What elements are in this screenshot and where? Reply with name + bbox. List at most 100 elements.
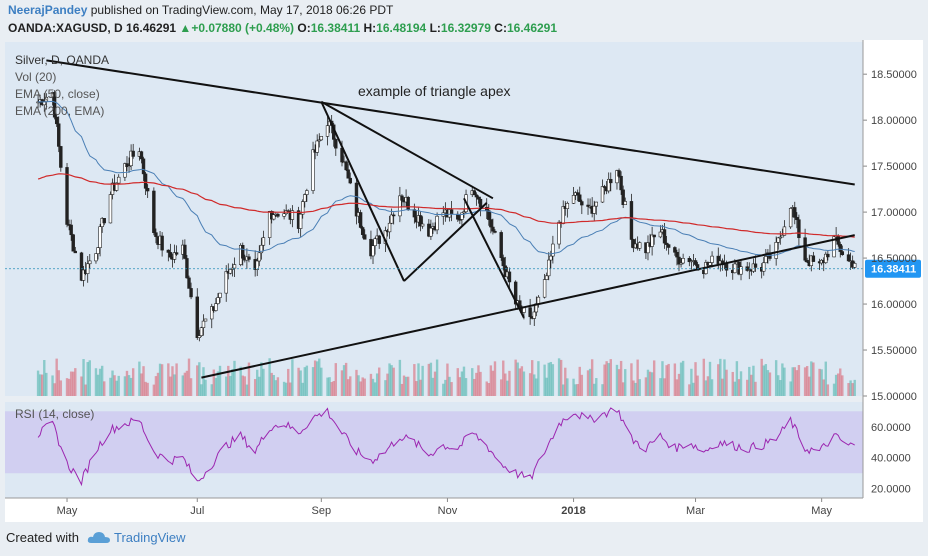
volume-bar [229,375,232,396]
volume-bar [826,384,830,396]
chart-container[interactable]: 16.38411 18.50000 18.00000 17.50000 17.00000… [5,40,923,522]
volume-bar [522,371,526,396]
volume-bar [181,375,185,396]
volume-bar [462,366,466,396]
candle-body [354,182,359,217]
volume-bar [543,364,546,396]
volume-bar [429,362,433,396]
volume-bar [779,380,782,396]
ema50-line [38,100,855,256]
volume-bar [287,368,290,396]
candle-body [710,255,714,263]
candle-body [650,234,654,247]
volume-bar [154,376,158,396]
candle-body [114,182,119,191]
volume-bar [752,365,755,396]
candle-body [210,306,214,320]
volume-bar [609,359,612,396]
volume-bar [272,375,275,396]
volume-bar [797,365,801,396]
volume-bar [634,382,637,396]
candle-body [344,161,348,171]
candle-body [693,260,698,265]
volume-bar [390,365,393,396]
candle-body [776,237,780,243]
volume-bar [696,375,699,396]
volume-bar [475,372,478,396]
candle-body [301,201,305,215]
price-tick-label: 17.50000 [871,161,917,173]
volume-bar [233,360,236,396]
candle-body [687,258,692,263]
volume-bar [55,358,58,396]
candle-body [145,188,150,192]
volume-bar [675,379,679,396]
candle-body [197,335,202,338]
volume-bar [69,371,73,396]
volume-bar [520,366,524,396]
volume-bar [103,381,106,396]
candle-body [391,214,396,217]
candle-body [152,190,156,233]
candle-body [348,177,352,184]
volume-bar [332,381,335,396]
tradingview-link[interactable]: TradingView [114,530,186,545]
candle-body [708,262,712,266]
volume-bar [621,382,625,396]
volume-bar [473,378,476,396]
volume-bar [243,376,247,396]
candle-body [811,255,816,262]
volume-bar [185,370,189,396]
close-value: 16.46291 [506,21,558,35]
chart-svg[interactable]: 16.38411 18.50000 18.00000 17.50000 17.00000… [5,40,923,522]
candle-body [836,235,840,245]
candle-body [363,234,367,240]
volume-bar [253,379,257,396]
volume-bar [518,368,521,396]
candle-body [360,227,365,235]
volume-bar [417,363,420,396]
volume-bar [506,380,509,396]
published-text: published on TradingView.com, May 17, 20… [90,3,394,17]
candle-body [518,300,522,307]
volume-bar [301,382,304,396]
volume-bar [72,371,75,396]
volume-bar [605,361,608,396]
volume-bar [595,378,598,396]
volume-bar [303,367,306,396]
candle-body [334,139,338,149]
candle-body [602,186,607,188]
author-link[interactable]: NeerajPandey [8,3,88,17]
time-tick-label: Mar [686,505,705,517]
volume-bar [615,364,619,396]
volume-bar [739,371,743,396]
volume-bar [289,382,292,396]
volume-bar [160,364,164,396]
volume-bar [256,369,259,396]
candle-body [317,139,321,142]
candle-body [499,232,503,258]
candle-body [189,288,193,298]
volume-bar [551,364,555,396]
volume-bar [679,362,683,396]
volume-bar [586,370,590,396]
candle-body [214,303,218,311]
volume-bar [109,377,112,396]
volume-bar [603,364,606,396]
volume-bar [574,384,577,396]
volume-bar [733,381,737,396]
volume-bar [593,383,596,396]
volume-bar [57,370,60,396]
volume-bar [648,371,652,396]
volume-bar [140,373,143,396]
volume-bar [216,371,220,396]
price-tick-label: 17.00000 [871,207,917,219]
volume-bar [402,375,406,396]
volume-bar [38,374,42,396]
tradingview-cloud-icon [83,530,111,545]
candle-body [185,258,189,279]
volume-bar [533,374,536,396]
time-tick-label: Nov [438,505,458,517]
volume-bar [692,382,695,396]
volume-bar [45,372,48,396]
